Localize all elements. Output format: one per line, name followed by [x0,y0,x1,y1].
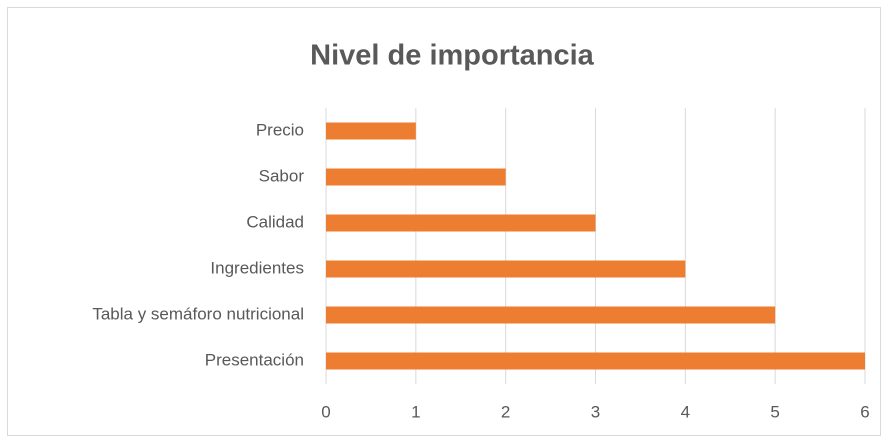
x-tick-label: 1 [411,402,420,421]
bar [326,214,596,232]
bar [326,260,686,278]
x-tick-label: 2 [501,402,510,421]
x-tick-label: 4 [681,402,690,421]
bar [326,306,776,324]
bar [326,352,865,370]
bar [326,122,416,140]
y-tick-label: Sabor [259,166,305,185]
x-tick-label: 6 [860,402,869,421]
chart-title: Nivel de importancia [310,40,595,72]
y-tick-label: Ingredientes [210,258,304,277]
bar [326,168,506,186]
y-tick-label: Tabla y semáforo nutricional [92,304,304,323]
y-tick-label: Calidad [246,212,304,231]
x-tick-label: 0 [321,402,330,421]
x-tick-label: 5 [770,402,779,421]
x-tick-label: 3 [591,402,600,421]
y-tick-label: Precio [256,120,304,139]
y-tick-label: Presentación [205,350,304,369]
